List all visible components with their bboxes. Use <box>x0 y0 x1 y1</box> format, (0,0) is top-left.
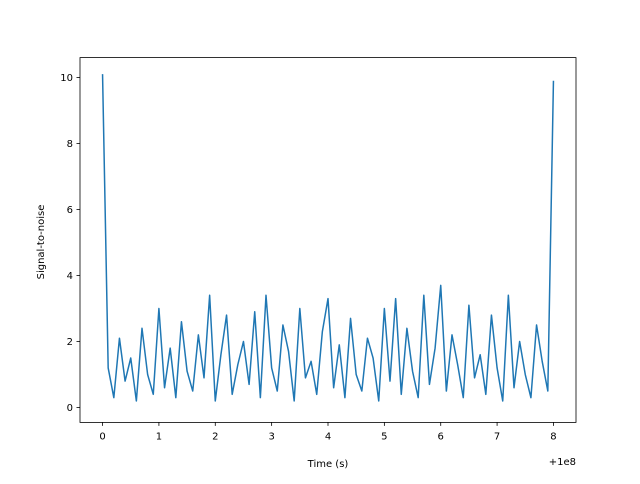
y-tick-label: 2 <box>67 337 73 348</box>
y-tick-label: 8 <box>67 139 73 150</box>
x-tick-label: 6 <box>438 431 444 442</box>
x-offset-label: +1e8 <box>549 457 576 468</box>
x-tick-label: 5 <box>381 431 387 442</box>
x-axis-label: Time (s) <box>307 459 349 470</box>
y-tick-label: 4 <box>67 271 73 282</box>
y-tick-label: 10 <box>60 73 73 84</box>
x-tick-label: 8 <box>550 431 556 442</box>
y-axis-label: Signal-to-noise <box>36 205 47 280</box>
y-tick-label: 6 <box>67 205 73 216</box>
x-tick-label: 4 <box>325 431 331 442</box>
x-tick-label: 2 <box>212 431 218 442</box>
x-tick-label: 3 <box>268 431 274 442</box>
data-line <box>101 74 555 402</box>
x-tick-label: 0 <box>99 431 105 442</box>
x-tick-label: 7 <box>494 431 500 442</box>
axes-frame <box>79 57 577 423</box>
x-tick-label: 1 <box>156 431 162 442</box>
y-tick-label: 0 <box>67 403 73 414</box>
